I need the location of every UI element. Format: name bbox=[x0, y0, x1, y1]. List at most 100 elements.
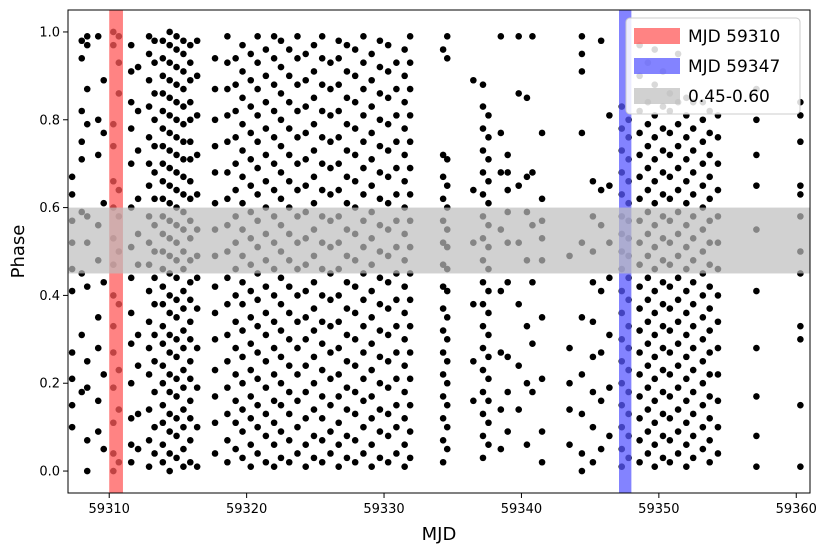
data-point bbox=[376, 116, 384, 124]
data-point bbox=[360, 59, 367, 66]
data-point bbox=[173, 432, 180, 440]
data-point bbox=[343, 406, 351, 413]
data-point bbox=[166, 309, 173, 317]
data-point bbox=[186, 318, 194, 326]
data-point bbox=[714, 318, 722, 326]
data-point bbox=[159, 37, 167, 45]
data-point bbox=[606, 112, 613, 119]
data-point bbox=[659, 410, 667, 418]
data-point bbox=[180, 191, 187, 198]
data-point bbox=[78, 138, 86, 146]
data-point bbox=[699, 401, 707, 409]
data-point bbox=[689, 147, 697, 154]
data-point bbox=[683, 287, 690, 295]
data-point bbox=[666, 283, 674, 290]
data-point bbox=[699, 336, 707, 343]
data-point bbox=[504, 169, 512, 176]
data-point bbox=[485, 134, 492, 141]
data-point bbox=[173, 296, 180, 304]
data-point bbox=[211, 309, 219, 317]
data-point bbox=[644, 450, 652, 457]
data-point bbox=[134, 195, 142, 203]
data-point bbox=[285, 125, 293, 132]
data-point bbox=[485, 419, 492, 427]
data-point bbox=[597, 287, 605, 295]
data-point bbox=[529, 388, 536, 396]
data-point bbox=[644, 318, 652, 326]
data-point bbox=[343, 199, 351, 207]
data-point bbox=[232, 160, 239, 167]
data-point bbox=[100, 278, 108, 286]
data-point bbox=[318, 318, 326, 326]
data-point bbox=[651, 134, 659, 141]
data-point bbox=[443, 379, 451, 387]
data-point bbox=[651, 419, 659, 427]
data-point bbox=[523, 322, 531, 330]
data-point bbox=[538, 129, 546, 137]
legend-label: MJD 59347 bbox=[688, 57, 780, 77]
data-point bbox=[151, 169, 158, 176]
data-point bbox=[674, 318, 682, 326]
data-point bbox=[683, 155, 690, 163]
data-point bbox=[439, 46, 447, 53]
data-point bbox=[439, 437, 447, 444]
legend-swatch bbox=[634, 88, 680, 104]
data-point bbox=[674, 186, 682, 194]
data-point bbox=[589, 278, 597, 286]
data-point bbox=[360, 423, 367, 431]
shaded-bands bbox=[68, 10, 810, 493]
data-point bbox=[193, 423, 201, 431]
data-point bbox=[180, 68, 187, 75]
data-point bbox=[239, 278, 246, 286]
data-point bbox=[239, 379, 246, 387]
data-point bbox=[343, 173, 351, 181]
data-point bbox=[401, 388, 408, 396]
data-point bbox=[159, 107, 167, 115]
data-point bbox=[262, 384, 270, 391]
data-point bbox=[127, 68, 135, 75]
data-point bbox=[674, 362, 682, 369]
data-point bbox=[211, 393, 219, 400]
data-point bbox=[224, 138, 231, 146]
data-point bbox=[439, 349, 447, 356]
data-point bbox=[538, 375, 546, 383]
data-point bbox=[538, 314, 546, 321]
x-tick-label: 59320 bbox=[226, 502, 267, 517]
data-point bbox=[343, 305, 351, 312]
data-point bbox=[360, 375, 367, 383]
data-point bbox=[145, 50, 153, 58]
data-point bbox=[173, 186, 180, 194]
data-point bbox=[393, 450, 400, 457]
data-point bbox=[515, 182, 522, 189]
data-point bbox=[180, 344, 187, 352]
data-point bbox=[173, 63, 180, 71]
data-point bbox=[285, 151, 293, 159]
data-point bbox=[100, 76, 108, 84]
data-point bbox=[406, 164, 414, 172]
data-point bbox=[753, 344, 760, 352]
data-point bbox=[674, 384, 682, 391]
data-point bbox=[384, 410, 392, 418]
data-point bbox=[504, 278, 512, 286]
data-point bbox=[683, 177, 690, 185]
data-point bbox=[406, 428, 414, 435]
legend-swatch bbox=[634, 58, 680, 74]
data-point bbox=[589, 388, 597, 396]
data-point bbox=[470, 186, 477, 194]
data-point bbox=[797, 138, 804, 146]
data-point bbox=[318, 55, 326, 62]
data-point bbox=[145, 406, 153, 413]
data-point bbox=[515, 90, 522, 97]
data-point bbox=[683, 309, 690, 317]
data-point bbox=[127, 274, 135, 282]
data-point bbox=[94, 428, 102, 435]
data-point bbox=[232, 371, 239, 378]
y-axis-ticks: 0.0 0.2 0.4 0.6 0.8 1.0 bbox=[39, 25, 68, 480]
data-point bbox=[127, 379, 135, 387]
data-point bbox=[666, 173, 674, 181]
data-point bbox=[193, 191, 201, 198]
data-point bbox=[683, 353, 690, 361]
data-point bbox=[310, 454, 318, 462]
data-point bbox=[689, 125, 697, 132]
data-point bbox=[232, 81, 239, 88]
